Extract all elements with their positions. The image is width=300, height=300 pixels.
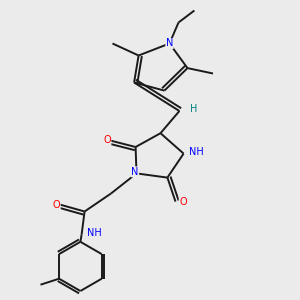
Text: NH: NH	[189, 147, 204, 157]
Text: N: N	[166, 38, 173, 49]
Text: H: H	[190, 104, 197, 115]
Text: NH: NH	[87, 228, 102, 238]
Text: N: N	[131, 167, 139, 177]
Text: O: O	[179, 196, 187, 207]
Text: O: O	[103, 135, 111, 145]
Text: O: O	[52, 200, 60, 210]
